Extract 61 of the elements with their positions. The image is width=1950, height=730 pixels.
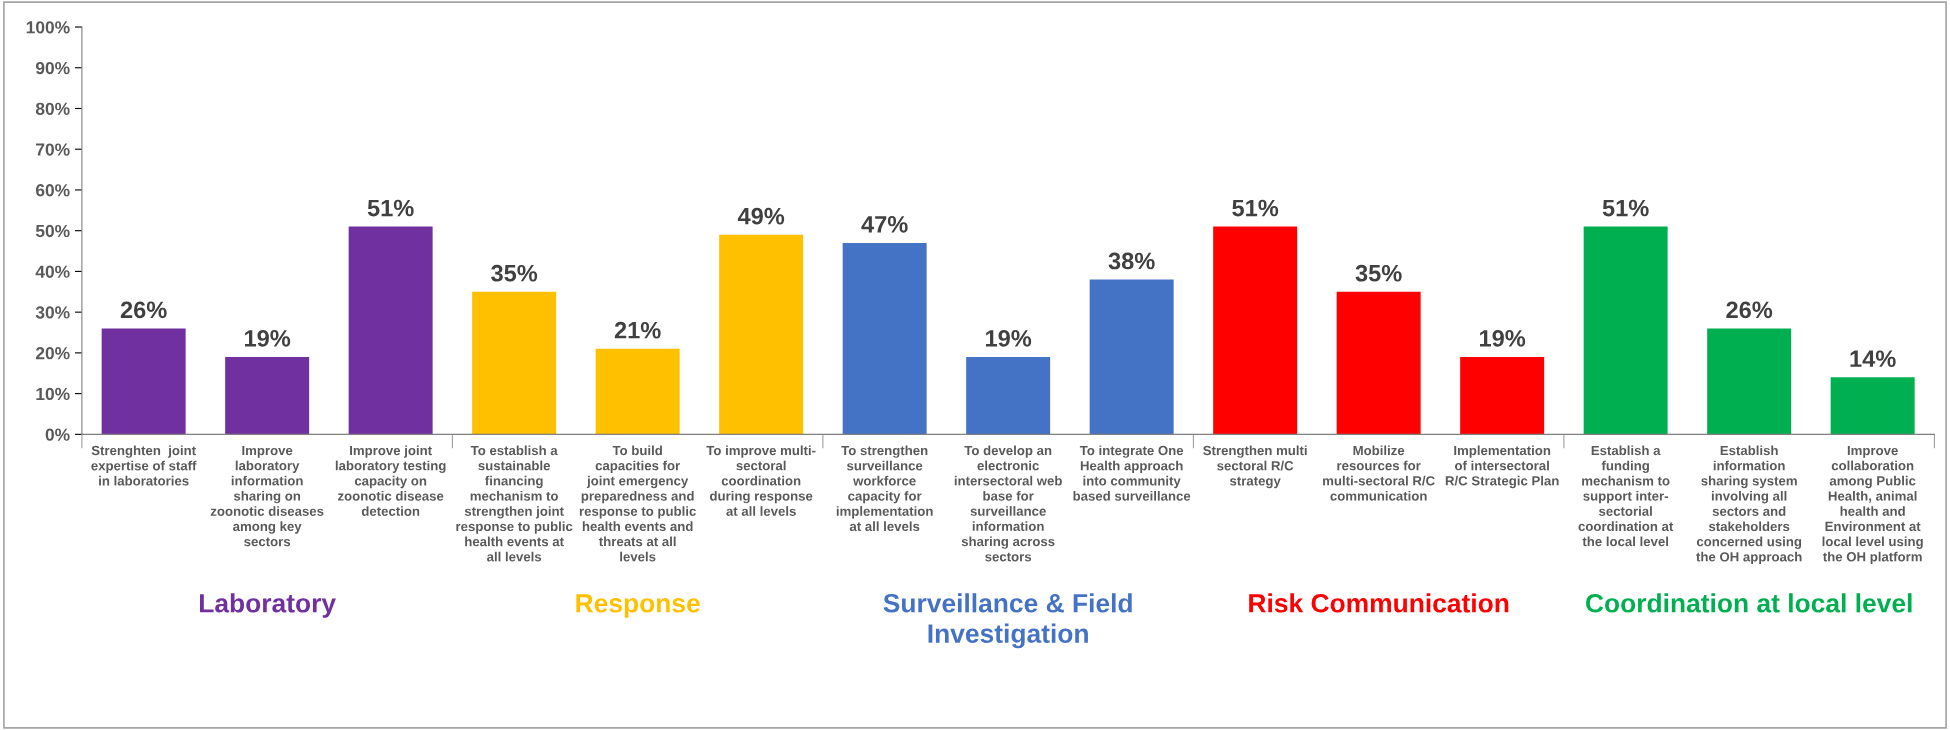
data-label: 19% [245,330,291,347]
data-label: 14% [1850,350,1896,368]
y-tick-label: 0% [45,428,70,441]
data-label: 35% [491,264,538,282]
x-tick-label: Improve joint laboratory testing capacity on zoonotic disease detection [335,445,446,516]
x-tick-label: Establish a funding mechanism to support inter- sectorial coordination at the local level [1578,445,1674,547]
bar [348,226,433,435]
x-tick-label: Improve collaboration among Public Health, animal health and Environment at local level using the OH platform [1822,445,1923,565]
bar [842,242,927,435]
y-tick-label: 90% [35,61,70,75]
bar [1830,377,1915,435]
x-tick-label: Improve laboratory information sharing on zoonotic diseases among key sectors [210,445,324,547]
y-tick-label: 50% [35,224,70,238]
data-label: 19% [986,330,1032,347]
data-label: 19% [1480,330,1526,347]
bar [472,291,557,435]
data-label: 21% [614,321,661,339]
x-tick-label: To improve multi- sectoral coordination during response at all levels [706,445,816,516]
x-tick-label: To strengthen surveillance workforce capacity for implementation at all levels [836,445,933,532]
bar [1460,356,1545,435]
bar [1213,226,1298,435]
x-tick-label: Strenghten joint expertise of staff in laboratories [91,445,197,486]
data-label: 47% [861,216,908,233]
y-tick-label: 10% [36,387,70,401]
bar [1089,279,1174,435]
x-tick-label: To integrate One Health approach into community based surveillance [1073,445,1191,501]
x-tick-label: To establish a sustainable financing mechanism to strengthen joint response to public health events at all levels [456,445,573,562]
y-tick-label: 40% [35,265,70,278]
text: Surveillance & Field Investigation [883,593,1132,649]
y-tick-label: 20% [35,347,70,360]
data-label: 51% [367,199,414,217]
data-label: 49% [737,207,785,225]
data-label: 38% [1108,252,1155,270]
data-label: 26% [1726,301,1773,319]
x-tick-label: To build capacities for joint emergency preparedness and response to public health events and threats at all levels [579,445,696,562]
bar [1707,328,1792,435]
data-label: 35% [1355,264,1402,282]
x-tick-label: Mobilize resources for multi-sectoral R/C communication [1323,445,1435,501]
text: Laboratory [200,593,336,618]
data-label: 26% [120,301,167,319]
bar [719,234,804,435]
bar [225,356,310,435]
x-tick-label: To develop an electronic intersectoral web base for surveillance information sharing across sectors [954,445,1062,562]
y-tick-label: 100% [26,21,70,34]
text: Coordination at local level [1586,593,1912,613]
bar [101,328,186,435]
bar [595,348,680,435]
y-tick-label: 30% [35,306,70,319]
data-label: 51% [1232,199,1279,217]
text: Risk Communication [1249,593,1509,613]
x-tick-label: Implementation of intersectoral R/C Strategic Plan [1445,445,1559,489]
bar [966,356,1051,435]
y-tick-label: 80% [35,102,70,115]
y-tick-label: 70% [36,143,70,156]
x-tick-label: Establish information sharing system involving all sectors and stakeholders concerned using the OH approach [1696,445,1802,565]
bar [1336,291,1421,435]
x-tick-label: Strengthen multi sectoral R/C strategy [1203,445,1307,489]
text: Response [576,594,700,618]
bar [1583,226,1668,435]
data-label: 51% [1602,199,1649,217]
y-tick-label: 60% [35,184,70,197]
